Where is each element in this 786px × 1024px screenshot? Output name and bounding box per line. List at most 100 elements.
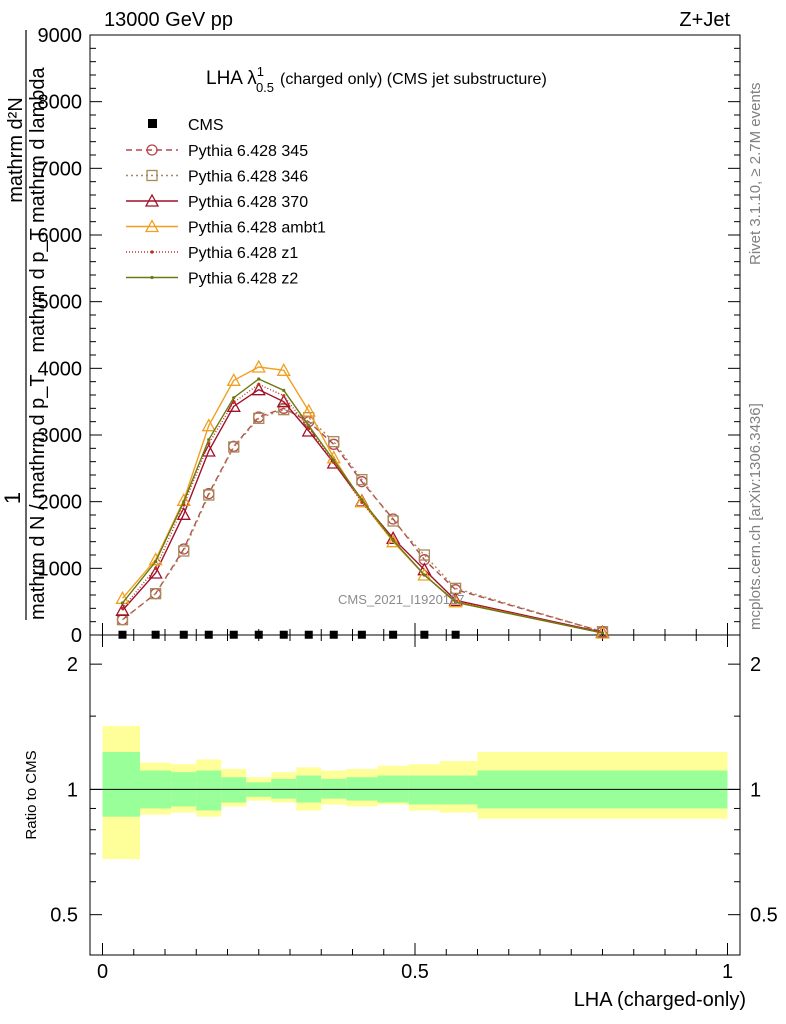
- circle-marker: [228, 440, 240, 452]
- triangle-marker: [144, 193, 160, 207]
- dot-marker: [282, 394, 286, 398]
- legend-label: Pythia 6.428 346: [188, 169, 308, 186]
- legend-label: Pythia 6.428 ambt1: [188, 220, 326, 237]
- cms-point: [254, 630, 263, 639]
- dot-marker: [391, 538, 395, 542]
- cms-point: [151, 630, 160, 639]
- ratio-tick-label-right: 0.5: [750, 905, 778, 927]
- cms-point: [179, 630, 188, 639]
- header-left: 13000 GeV pp: [104, 9, 233, 31]
- series-line: [121, 388, 603, 634]
- cms-point: [118, 630, 127, 639]
- triangle-marker: [448, 594, 463, 608]
- series-line: [121, 383, 603, 634]
- main-y-ticks: 0 1000 2000 3000 4000 5000 6000 7000 8000 9000: [38, 25, 740, 647]
- triangle-marker: [226, 398, 241, 412]
- ratio-band-inner: [346, 777, 378, 801]
- square-marker: [116, 614, 129, 626]
- dot-marker: [307, 424, 311, 428]
- watermark: CMS_2021_I1920187: [338, 592, 465, 607]
- triangle-marker: [417, 567, 432, 581]
- x-axis-label: LHA (charged-only): [574, 989, 746, 1011]
- ratio-band-inner: [321, 778, 347, 799]
- plot-title: LHA λ1 0.5 (charged only) (CMS jet substru…: [206, 64, 547, 95]
- dot-marker: [600, 631, 605, 635]
- square-marker: [228, 441, 240, 453]
- square-marker: [328, 436, 340, 448]
- y-tick-label: 7000: [38, 158, 83, 180]
- y-tick-label: 5000: [38, 292, 83, 314]
- square-marker: [356, 474, 368, 486]
- y-label-line2a: mathrm d²N: [5, 97, 27, 203]
- dot-marker: [154, 566, 158, 570]
- dot-marker: [454, 600, 458, 604]
- dot-marker: [120, 601, 125, 605]
- square-marker: [178, 545, 190, 557]
- triangle-marker: [386, 534, 401, 548]
- triangle-marker: [176, 506, 191, 520]
- legend: CMS Pythia 6.428 345 Pythia 6.428 346 Pythi…: [126, 117, 326, 288]
- dot-marker: [282, 388, 286, 392]
- ratio-band-inner: [196, 770, 222, 811]
- cms-point: [304, 630, 313, 639]
- square-marker: [278, 404, 290, 416]
- dot-marker: [257, 377, 261, 381]
- dot-marker: [360, 498, 364, 502]
- y-tick-label: 1000: [38, 558, 83, 580]
- header-right: Z+Jet: [679, 9, 730, 31]
- series-5: [120, 377, 605, 635]
- circle-marker: [328, 438, 340, 450]
- triangle-marker: [115, 602, 130, 616]
- series-layer: [115, 359, 610, 639]
- triangle-marker: [301, 403, 316, 417]
- dot-marker: [150, 250, 154, 254]
- triangle-marker: [148, 552, 163, 566]
- x-ticks: 0 0.5 1: [97, 623, 733, 983]
- ratio-tick-label: 0.5: [50, 905, 78, 927]
- legend-label: Pythia 6.428 345: [188, 143, 308, 160]
- triangle-marker: [226, 372, 241, 386]
- dot-marker: [232, 396, 236, 400]
- ratio-y-label: Ratio to CMS: [23, 750, 40, 839]
- dot-marker: [182, 500, 186, 504]
- dot-marker: [422, 573, 426, 577]
- y-tick-label: 2000: [38, 492, 83, 514]
- square-marker: [387, 515, 399, 527]
- series-line: [121, 378, 603, 634]
- ratio-band-inner: [408, 775, 440, 805]
- triangle-marker: [276, 362, 291, 376]
- y-axis-label: 1 mathrm d N / mathrm d p_T mathrm d²N m…: [0, 30, 49, 620]
- cms-point: [329, 630, 338, 639]
- triangle-marker: [251, 382, 266, 396]
- x-tick-label: 1: [722, 961, 733, 983]
- y-label-denom: mathrm d N / mathrm d p_T: [27, 374, 49, 620]
- y-tick-label: 0: [71, 625, 82, 647]
- ratio-tick-label: 1: [67, 779, 78, 801]
- ratio-tick-label-right: 1: [750, 779, 761, 801]
- y-tick-label: 8000: [38, 92, 83, 114]
- dot-marker: [257, 382, 261, 386]
- triangle-marker: [144, 219, 160, 233]
- y-tick-label: 9000: [38, 25, 83, 47]
- y-tick-label: 6000: [38, 225, 83, 247]
- cms-point: [389, 630, 398, 639]
- dot-marker: [232, 400, 236, 404]
- triangle-marker: [148, 565, 163, 579]
- series-1: [116, 404, 609, 638]
- triangle-marker: [251, 359, 266, 373]
- ratio-band-inner: [271, 778, 297, 799]
- y-tick-label: 4000: [38, 358, 83, 380]
- ratio-tick-label: 2: [67, 654, 78, 676]
- dot-marker: [332, 458, 336, 462]
- dot-marker: [207, 438, 211, 442]
- x-tick-label: 0.5: [401, 961, 429, 983]
- cms-point: [451, 630, 460, 639]
- cms-point: [279, 630, 288, 639]
- cms-points: [118, 630, 460, 639]
- cms-point: [357, 630, 366, 639]
- legend-cms-marker: [148, 119, 157, 128]
- square-marker: [418, 549, 431, 561]
- ratio-band-inner: [440, 775, 478, 805]
- legend-cms-label: CMS: [188, 117, 224, 134]
- circle-marker: [146, 144, 158, 156]
